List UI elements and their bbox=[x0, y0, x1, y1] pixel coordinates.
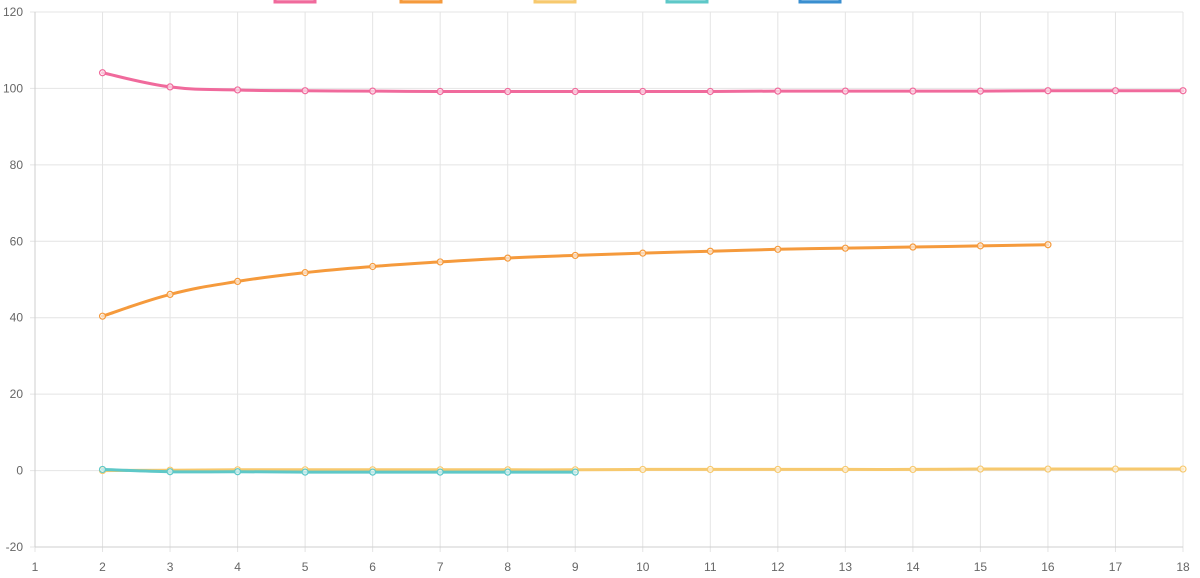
data-point[interactable] bbox=[774, 87, 782, 95]
x-tick-label: 8 bbox=[504, 560, 511, 574]
data-point[interactable] bbox=[166, 468, 174, 476]
y-tick-label: 20 bbox=[10, 387, 24, 401]
data-point[interactable] bbox=[233, 277, 242, 286]
data-point[interactable] bbox=[98, 312, 107, 320]
data-point[interactable] bbox=[98, 69, 107, 77]
data-point[interactable] bbox=[301, 87, 309, 95]
data-point[interactable] bbox=[774, 465, 782, 474]
legend-swatch bbox=[533, 0, 577, 4]
x-tick-label: 17 bbox=[1109, 560, 1123, 574]
x-tick-label: 10 bbox=[636, 560, 650, 574]
data-point[interactable] bbox=[301, 468, 309, 476]
y-tick-label: 40 bbox=[10, 311, 24, 325]
x-tick-label: 5 bbox=[302, 560, 309, 574]
x-tick-label: 2 bbox=[99, 560, 106, 574]
data-point[interactable] bbox=[1044, 241, 1052, 249]
series-line bbox=[101, 467, 577, 474]
chart-series bbox=[98, 69, 1187, 476]
series-group bbox=[98, 69, 1187, 96]
x-tick-label: 6 bbox=[369, 560, 376, 574]
data-point[interactable] bbox=[504, 468, 512, 476]
data-point[interactable] bbox=[1111, 87, 1120, 95]
data-point[interactable] bbox=[1179, 87, 1187, 95]
chart-grid bbox=[30, 11, 1184, 552]
x-tick-label: 9 bbox=[572, 560, 579, 574]
data-point[interactable] bbox=[639, 87, 647, 96]
data-point[interactable] bbox=[841, 87, 849, 95]
legend-swatch bbox=[399, 0, 443, 4]
x-tick-label: 11 bbox=[704, 560, 717, 574]
data-point[interactable] bbox=[571, 251, 579, 260]
x-tick-label: 3 bbox=[167, 560, 174, 574]
data-point[interactable] bbox=[571, 87, 579, 96]
chart-axes: 1 2 3 4 5 6 7 8 9 10 11 12 13 14 15 16 17 18-200204060801… bbox=[3, 5, 1190, 574]
data-point[interactable] bbox=[504, 87, 512, 96]
series-group bbox=[98, 241, 1052, 320]
data-point[interactable] bbox=[639, 249, 647, 257]
y-tick-label: 0 bbox=[16, 464, 23, 478]
data-point[interactable] bbox=[909, 465, 917, 474]
series-group bbox=[98, 465, 579, 476]
x-tick-label: 4 bbox=[234, 560, 241, 574]
legend-swatch bbox=[798, 0, 842, 4]
x-tick-label: 15 bbox=[974, 560, 988, 574]
legend-swatch bbox=[665, 0, 709, 4]
chart-legend[interactable] bbox=[273, 0, 842, 4]
legend-swatch bbox=[273, 0, 317, 4]
data-point[interactable] bbox=[233, 468, 242, 476]
data-point[interactable] bbox=[841, 465, 849, 474]
data-point[interactable] bbox=[639, 465, 647, 474]
x-tick-label: 13 bbox=[839, 560, 853, 574]
data-point[interactable] bbox=[166, 83, 174, 91]
data-point[interactable] bbox=[436, 258, 444, 266]
data-point[interactable] bbox=[909, 243, 917, 251]
data-point[interactable] bbox=[571, 468, 579, 476]
data-point[interactable] bbox=[976, 242, 985, 250]
data-point[interactable] bbox=[233, 86, 242, 94]
x-tick-label: 14 bbox=[906, 560, 920, 574]
data-point[interactable] bbox=[369, 87, 377, 95]
data-point[interactable] bbox=[774, 245, 782, 253]
y-tick-label: 80 bbox=[10, 158, 24, 172]
data-point[interactable] bbox=[1044, 465, 1052, 473]
data-point[interactable] bbox=[369, 262, 377, 271]
data-point[interactable] bbox=[1044, 87, 1052, 95]
data-point[interactable] bbox=[1179, 465, 1187, 473]
data-point[interactable] bbox=[301, 269, 309, 277]
legend-item[interactable] bbox=[273, 0, 317, 4]
data-point[interactable] bbox=[436, 468, 444, 476]
x-tick-label: 1 bbox=[32, 560, 39, 574]
data-point[interactable] bbox=[369, 468, 377, 476]
data-point[interactable] bbox=[706, 465, 714, 474]
data-point[interactable] bbox=[98, 465, 107, 474]
y-tick-label: 60 bbox=[10, 234, 24, 248]
data-point[interactable] bbox=[976, 87, 985, 95]
x-tick-label: 12 bbox=[771, 560, 785, 574]
y-tick-label: 120 bbox=[3, 5, 23, 19]
legend-item[interactable] bbox=[399, 0, 443, 4]
y-tick-label: 100 bbox=[3, 81, 23, 95]
data-point[interactable] bbox=[909, 87, 917, 95]
data-point[interactable] bbox=[706, 247, 714, 255]
legend-item[interactable] bbox=[665, 0, 709, 4]
y-tick-label: -20 bbox=[6, 540, 24, 554]
data-point[interactable] bbox=[166, 290, 174, 299]
data-point[interactable] bbox=[841, 244, 849, 252]
data-point[interactable] bbox=[504, 254, 512, 262]
x-tick-label: 7 bbox=[437, 560, 444, 574]
data-point[interactable] bbox=[1111, 465, 1120, 473]
data-point[interactable] bbox=[976, 465, 985, 473]
x-tick-label: 18 bbox=[1176, 560, 1190, 574]
legend-item[interactable] bbox=[533, 0, 577, 4]
x-tick-label: 16 bbox=[1041, 560, 1055, 574]
legend-item[interactable] bbox=[798, 0, 842, 4]
data-point[interactable] bbox=[706, 87, 714, 96]
data-point[interactable] bbox=[436, 87, 444, 96]
